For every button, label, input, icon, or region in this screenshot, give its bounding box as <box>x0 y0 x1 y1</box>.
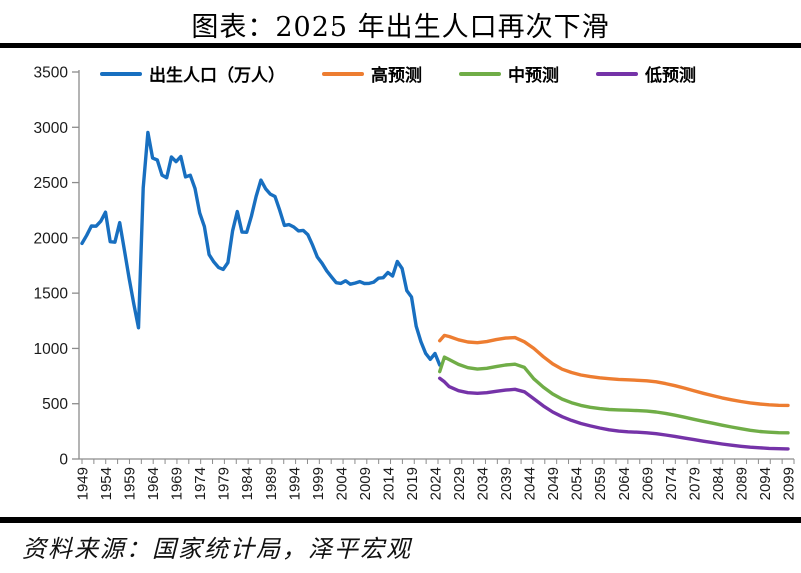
x-axis-label: 2089 <box>733 467 750 500</box>
y-axis-label: 3000 <box>34 120 69 137</box>
x-axis-label: 2084 <box>710 467 727 500</box>
legend-item-low-forecast: 低预测 <box>596 61 696 86</box>
chart-legend: 出生人口（万人） 高预测 中预测 低预测 <box>100 61 696 86</box>
births-line-swatch <box>100 71 142 76</box>
x-axis-label: 1959 <box>122 467 139 500</box>
x-axis-label: 2099 <box>781 467 798 500</box>
x-axis-label: 1979 <box>216 467 233 500</box>
y-axis-label: 500 <box>42 396 68 413</box>
x-axis-label: 2039 <box>498 467 515 500</box>
x-axis-label: 2049 <box>545 467 562 500</box>
page-title: 图表：2025 年出生人口再次下滑 <box>191 12 610 43</box>
x-axis-label: 1984 <box>239 467 256 500</box>
chart-area: 0 500 1000 1500 2000 2500 3000 3500 1949 1954 1959… <box>34 61 798 501</box>
source-note: 资料来源：国家统计局，泽平宏观 <box>22 535 412 563</box>
series-line-高预测 <box>438 333 790 408</box>
x-axis-label: 2014 <box>380 467 397 500</box>
x-axis-label: 1994 <box>286 467 303 500</box>
legend-label-births: 出生人口（万人） <box>149 66 285 86</box>
legend-item-high-forecast: 高预测 <box>322 61 422 86</box>
series-line-低预测 <box>438 376 790 451</box>
mid-forecast-line-swatch <box>459 71 501 76</box>
y-axis-label: 0 <box>59 452 68 469</box>
series-line-中预测 <box>438 355 790 435</box>
x-axis-label: 2019 <box>404 467 421 500</box>
legend-item-births: 出生人口（万人） <box>100 61 285 86</box>
low-forecast-line-swatch <box>596 71 638 76</box>
x-axis-label: 2079 <box>686 467 703 500</box>
x-axis-label: 2064 <box>616 467 633 500</box>
x-axis-label: 1964 <box>145 467 162 500</box>
x-axis-label: 2074 <box>663 467 680 500</box>
x-axis-label: 2094 <box>757 467 774 500</box>
y-axis-label: 3500 <box>34 65 69 82</box>
y-axis-label: 2000 <box>34 230 69 247</box>
legend-item-mid-forecast: 中预测 <box>459 61 559 86</box>
x-axis-label: 2044 <box>522 467 539 500</box>
y-axis-label: 2500 <box>34 175 69 192</box>
series-line-出生人口（万人） <box>80 130 442 367</box>
x-axis-label: 2024 <box>428 467 445 500</box>
legend-label-high-forecast: 高预测 <box>371 66 422 86</box>
x-axis-label: 1999 <box>310 467 327 500</box>
legend-label-low-forecast: 低预测 <box>645 66 696 86</box>
x-axis-label: 2069 <box>639 467 656 500</box>
legend-label-mid-forecast: 中预测 <box>508 66 559 86</box>
x-axis-label: 2059 <box>592 467 609 500</box>
x-axis-label: 1969 <box>169 467 186 500</box>
title-divider-rule <box>0 43 801 48</box>
x-axis-label: 2054 <box>569 467 586 500</box>
y-axis-label: 1500 <box>34 286 69 303</box>
x-axis-label: 1954 <box>98 467 115 500</box>
x-axis-label: 2034 <box>475 467 492 500</box>
x-axis-label: 1974 <box>192 467 209 500</box>
footer-divider-rule <box>0 517 801 523</box>
x-axis-label: 2004 <box>333 467 350 500</box>
x-axis-label: 1989 <box>263 467 280 500</box>
x-axis-label: 1949 <box>75 467 92 500</box>
high-forecast-line-swatch <box>322 71 364 76</box>
birth-population-line-chart: 0 500 1000 1500 2000 2500 3000 3500 1949 1954 1959… <box>34 65 798 501</box>
x-axis-label: 2009 <box>357 467 374 500</box>
x-axis-label: 2029 <box>451 467 468 500</box>
y-axis-label: 1000 <box>34 341 69 358</box>
